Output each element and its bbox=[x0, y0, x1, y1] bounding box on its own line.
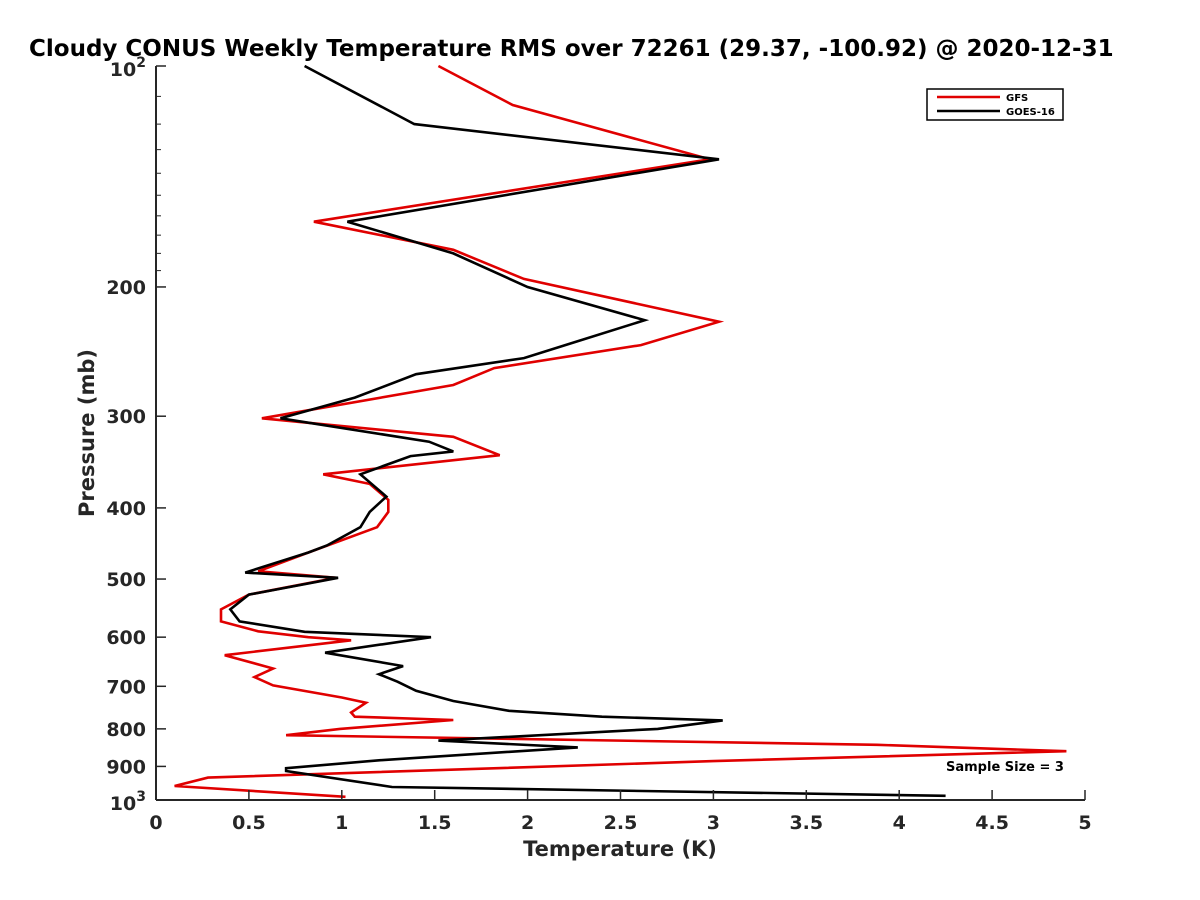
series-layer bbox=[174, 64, 1067, 799]
legend: GFS GOES-16 bbox=[926, 88, 1064, 121]
x-tick-label: 0 bbox=[149, 812, 162, 834]
y-tick-label: 102 bbox=[110, 55, 146, 81]
x-tick-label: 4 bbox=[893, 812, 906, 834]
y-tick-label: 500 bbox=[106, 569, 146, 591]
legend-box bbox=[926, 88, 1064, 121]
y-tick-label: 200 bbox=[106, 277, 146, 299]
legend-label-goes16: GOES-16 bbox=[1006, 107, 1055, 118]
x-tick-label: 4.5 bbox=[975, 812, 1009, 834]
y-tick-label: 600 bbox=[106, 627, 146, 649]
x-tick-label: 2.5 bbox=[604, 812, 638, 834]
x-tick-label: 1.5 bbox=[418, 812, 452, 834]
legend-label-gfs: GFS bbox=[1006, 93, 1028, 104]
y-tick-label: 103 bbox=[110, 789, 146, 815]
series-line-goes16 bbox=[228, 64, 946, 798]
x-tick-label: 2 bbox=[521, 812, 534, 834]
y-tick-label: 400 bbox=[106, 498, 146, 520]
x-tick-label: 5 bbox=[1078, 812, 1091, 834]
x-tick-label: 1 bbox=[335, 812, 348, 834]
y-tick-label: 900 bbox=[106, 756, 146, 778]
chart-title: Cloudy CONUS Weekly Temperature RMS over… bbox=[29, 36, 1114, 62]
x-tick-label: 0.5 bbox=[232, 812, 266, 834]
x-tick-label: 3.5 bbox=[789, 812, 823, 834]
y-tick-label: 700 bbox=[106, 676, 146, 698]
sample-size-annotation: Sample Size = 3 bbox=[946, 760, 1064, 775]
y-tick-label: 800 bbox=[106, 719, 146, 741]
y-axis-label: Pressure (mb) bbox=[75, 349, 99, 517]
y-tick-label: 300 bbox=[106, 406, 146, 428]
x-axis-label: Temperature (K) bbox=[523, 837, 717, 861]
x-tick-label: 3 bbox=[707, 812, 720, 834]
series-line-gfs bbox=[174, 64, 1067, 799]
